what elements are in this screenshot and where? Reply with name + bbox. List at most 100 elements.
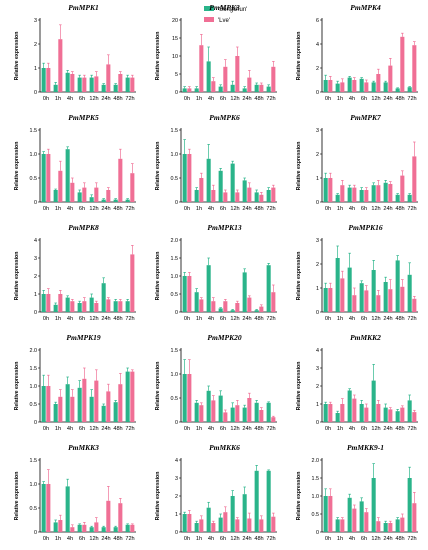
bar-lve-1h	[340, 519, 345, 532]
y-tick-label: 0	[34, 420, 37, 426]
bar-lve-12h	[376, 74, 381, 92]
x-tick-label: 4h	[67, 426, 73, 432]
y-axis-label: Relative expression	[14, 142, 20, 191]
panel-pmmpk13: PmMPK13 Relative expression 0 0.5 1.0 1.5 2.0 0…	[155, 223, 277, 322]
x-tick-label: 6h	[220, 96, 226, 102]
bar-lve-0h	[328, 178, 333, 202]
y-tick-label: 2	[316, 262, 319, 268]
bar-lve-6h	[364, 512, 369, 532]
bar-songchun-1h	[194, 292, 199, 312]
bar-songchun-72h	[125, 301, 130, 312]
x-tick-label: 6h	[220, 426, 226, 432]
bar-lve-12h	[235, 56, 240, 92]
x-tick-label: 24h	[383, 536, 392, 542]
x-tick-label: 6h	[220, 536, 226, 542]
bar-songchun-1h	[335, 413, 340, 422]
y-tick-label: 0	[316, 420, 319, 426]
x-tick-label: 0h	[325, 426, 331, 432]
bar-lve-1h	[58, 39, 63, 92]
bar-songchun-48h	[395, 411, 400, 422]
bar-songchun-4h	[206, 158, 211, 202]
x-tick-label: 1h	[337, 206, 343, 212]
bar-lve-0h	[187, 374, 192, 422]
bar-songchun-1h	[53, 84, 58, 92]
bar-lve-72h	[130, 173, 135, 202]
bar-lve-12h	[94, 187, 99, 202]
x-tick-label: 4h	[349, 96, 355, 102]
bar-songchun-48h	[113, 84, 118, 92]
y-tick-label: 1.0	[171, 152, 179, 158]
bar-songchun-4h	[347, 497, 352, 532]
panel-title: PmMPK6	[209, 113, 240, 122]
bar-lve-0h	[46, 294, 51, 312]
bar-songchun-72h	[407, 400, 412, 422]
panel-title: PmMKK9-1	[347, 443, 384, 452]
bar-lve-1h	[199, 519, 204, 532]
bar-lve-4h	[211, 400, 216, 422]
x-tick-label: 72h	[125, 536, 134, 542]
panel-pmmpk4: PmMPK4 Relative expression 0 2 4 6 0h 1h 4h 6h 12h…	[296, 3, 418, 102]
bar-lve-0h	[328, 496, 333, 532]
panel-title: PmMPK5	[68, 113, 99, 122]
x-tick-label: 4h	[349, 536, 355, 542]
bar-lve-72h	[130, 254, 135, 312]
bar-lve-48h	[400, 175, 405, 202]
y-axis-label: Relative expression	[296, 472, 302, 521]
bar-songchun-4h	[65, 149, 70, 202]
bar-songchun-1h	[194, 402, 199, 422]
bar-songchun-24h	[383, 182, 388, 202]
bar-lve-0h	[46, 68, 51, 92]
bar-songchun-0h	[182, 154, 187, 202]
y-tick-label: 0.5	[30, 506, 38, 512]
bar-songchun-48h	[395, 88, 400, 92]
y-tick-label: 1	[34, 66, 37, 72]
x-tick-label: 4h	[349, 426, 355, 432]
bar-lve-12h	[94, 380, 99, 422]
bar-lve-6h	[223, 66, 228, 92]
bar-songchun-48h	[254, 402, 259, 422]
bar-lve-0h	[328, 288, 333, 312]
bar-songchun-0h	[323, 288, 328, 312]
bar-lve-24h	[247, 77, 252, 92]
y-tick-label: 4	[34, 238, 37, 244]
bar-lve-12h	[235, 405, 240, 422]
bar-songchun-72h	[125, 199, 130, 202]
bar-songchun-1h	[335, 258, 340, 312]
bar-songchun-4h	[347, 267, 352, 312]
x-tick-label: 6h	[79, 206, 85, 212]
x-tick-label: 1h	[55, 316, 61, 322]
x-tick-label: 0h	[325, 96, 331, 102]
bar-songchun-1h	[335, 194, 340, 202]
bar-songchun-48h	[113, 402, 118, 422]
x-tick-label: 24h	[242, 426, 251, 432]
bar-songchun-0h	[182, 88, 187, 92]
x-tick-label: 1h	[55, 96, 61, 102]
bar-lve-1h	[58, 294, 63, 312]
bar-songchun-72h	[125, 524, 130, 532]
x-tick-label: 24h	[383, 316, 392, 322]
panel-pmmkk2: PmMKK2 Relative expression 0 1 2 3 4 0h 1h 4h 6h 12…	[296, 333, 418, 432]
panel-pmmkk9-1: PmMKK9-1 Relative expression 0 0.5 1.0 1.5 2.0…	[296, 443, 418, 542]
y-tick-label: 1.5	[30, 458, 38, 464]
x-tick-label: 1h	[196, 426, 202, 432]
bar-songchun-48h	[254, 192, 259, 202]
bar-songchun-24h	[242, 494, 247, 532]
y-tick-label: 0.5	[312, 512, 320, 518]
y-axis-label: Relative expression	[155, 142, 161, 191]
x-tick-label: 0h	[184, 206, 190, 212]
x-tick-label: 6h	[361, 426, 367, 432]
x-tick-label: 24h	[101, 536, 110, 542]
y-tick-label: 1	[175, 512, 178, 518]
bar-songchun-12h	[89, 297, 94, 312]
bar-lve-12h	[376, 185, 381, 202]
y-tick-label: 4	[175, 458, 178, 464]
y-tick-label: 1.5	[171, 348, 179, 354]
bar-songchun-24h	[242, 180, 247, 202]
bar-songchun-48h	[254, 310, 259, 312]
bar-lve-4h	[352, 80, 357, 92]
panel-title: PmMPK8	[68, 223, 99, 232]
bar-lve-48h	[400, 517, 405, 532]
panel-title: PmMPK16	[348, 223, 382, 232]
x-tick-label: 4h	[349, 316, 355, 322]
y-tick-label: 15	[172, 36, 178, 42]
